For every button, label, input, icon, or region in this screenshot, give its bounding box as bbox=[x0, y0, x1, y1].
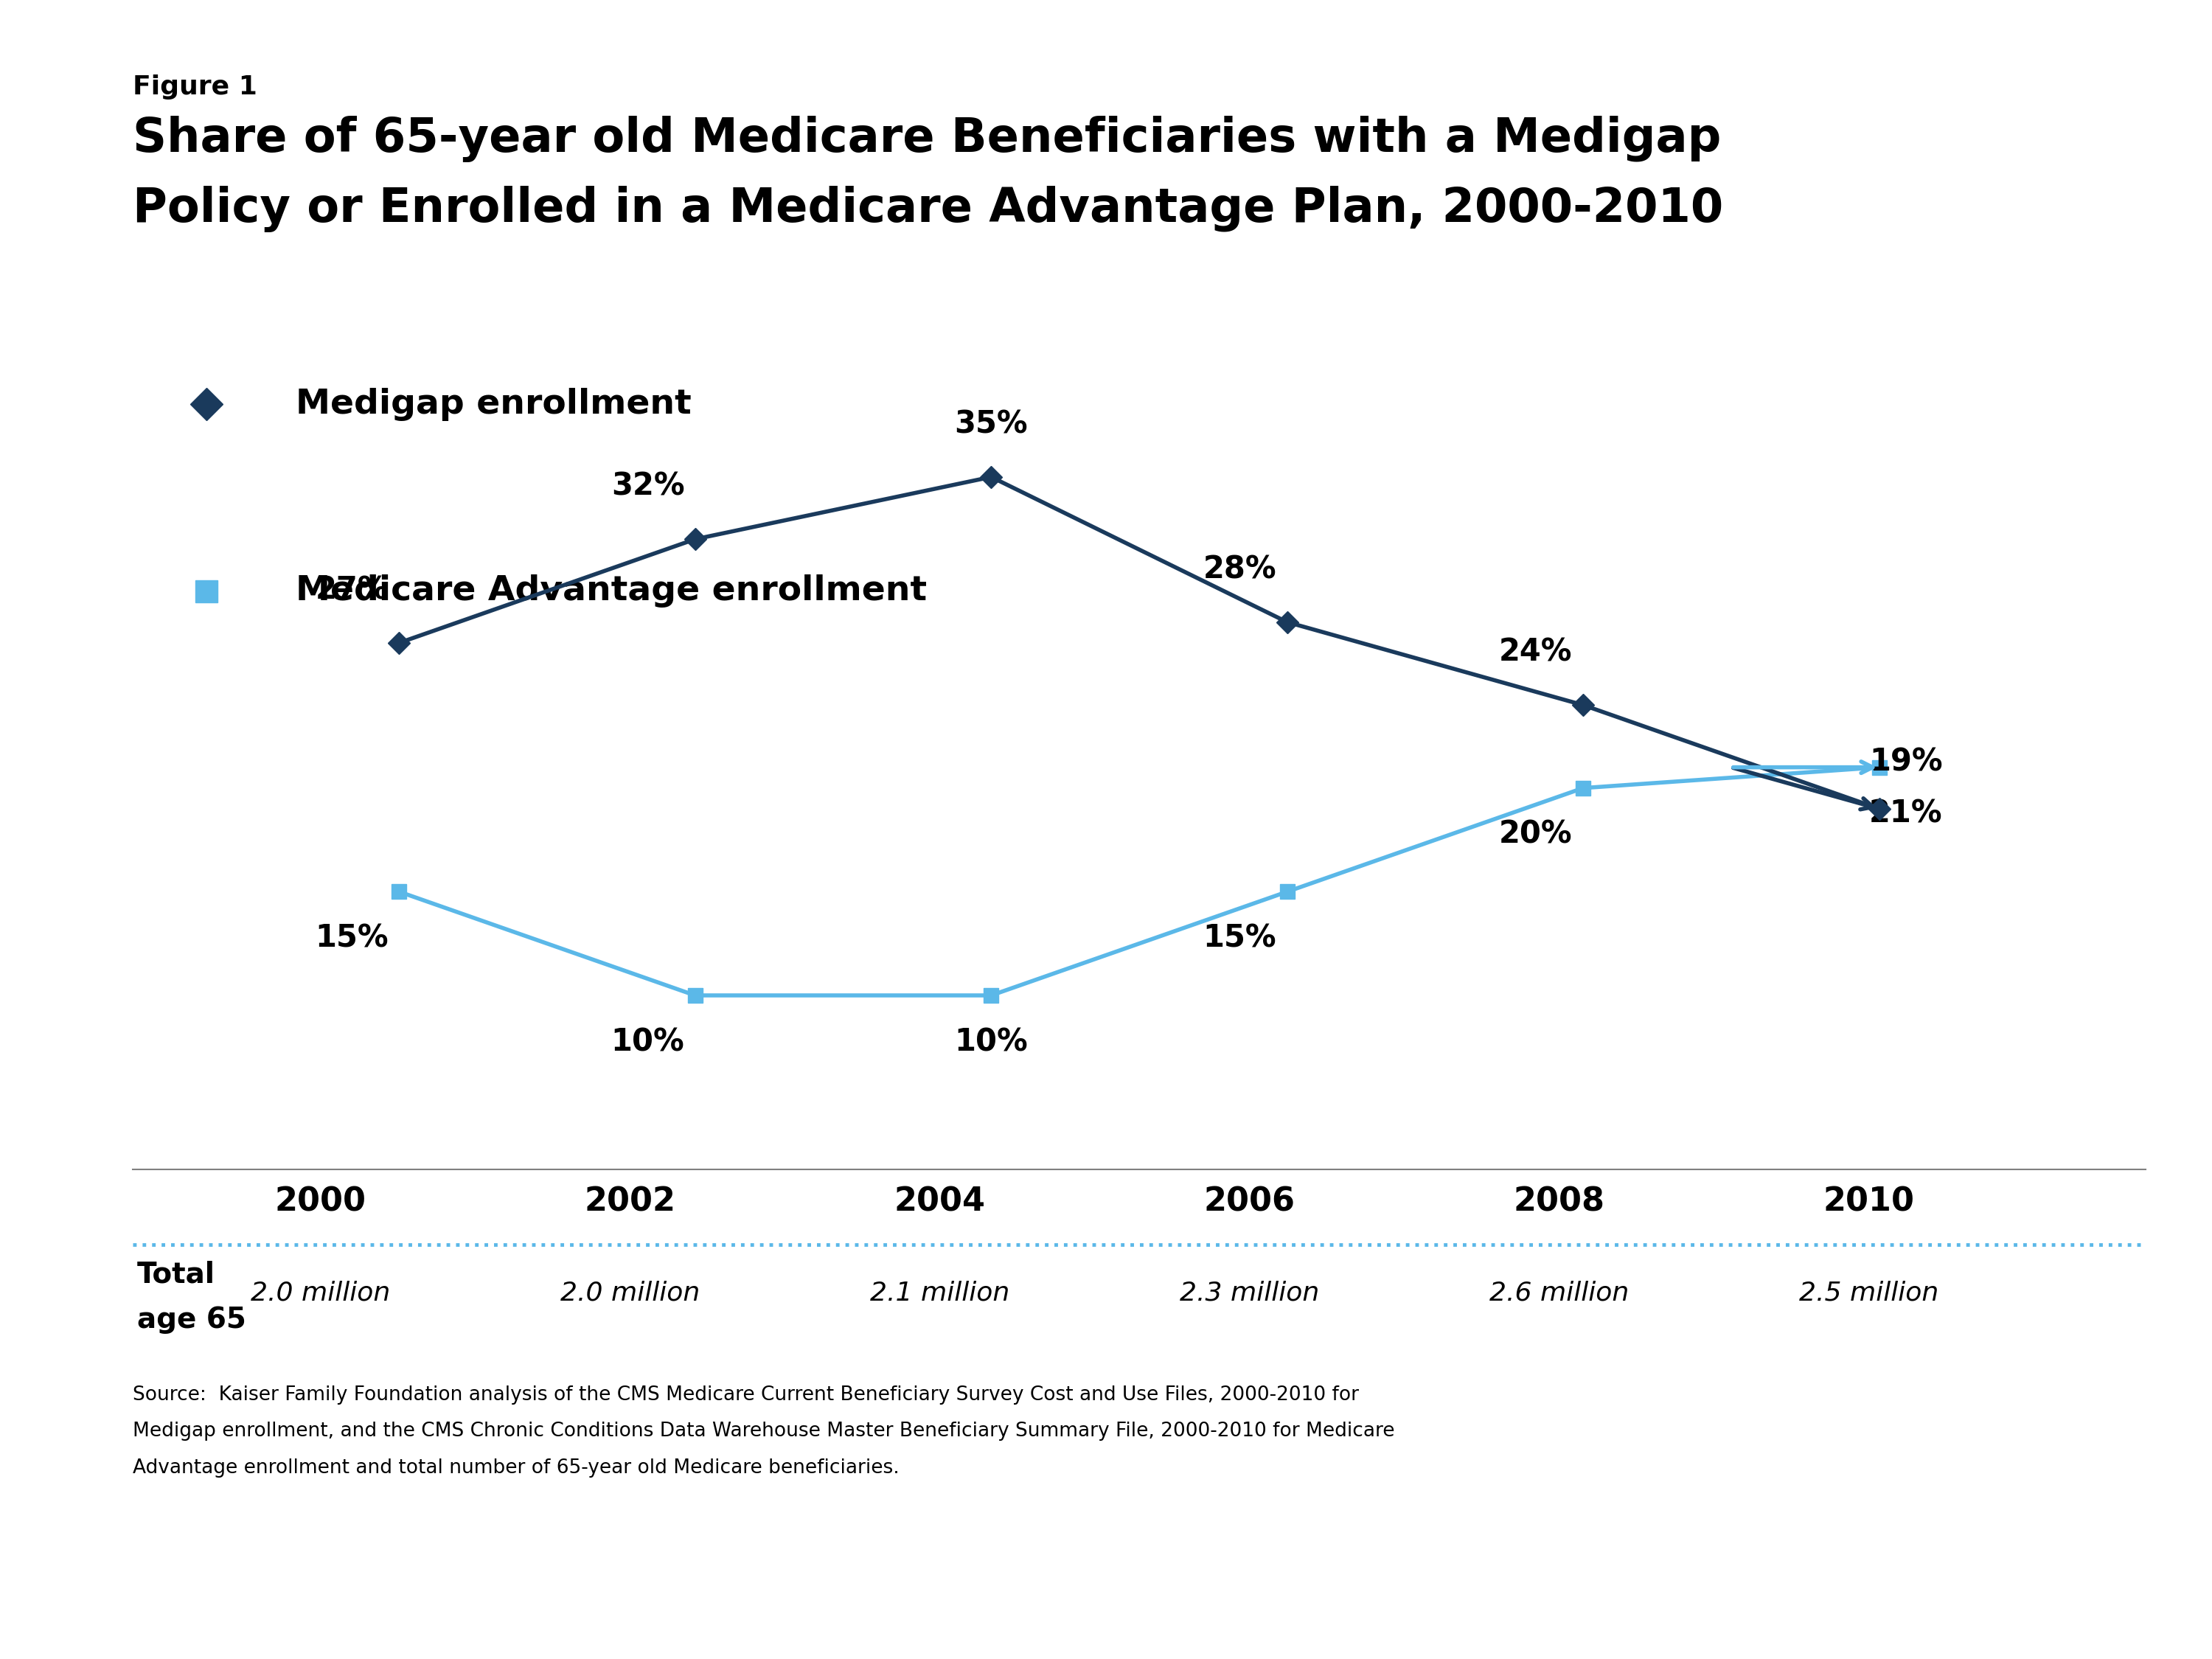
Text: Policy or Enrolled in a Medicare Advantage Plan, 2000-2010: Policy or Enrolled in a Medicare Advanta… bbox=[133, 186, 1723, 232]
Text: 2.6 million: 2.6 million bbox=[1489, 1281, 1630, 1306]
Text: 2.1 million: 2.1 million bbox=[869, 1281, 1011, 1306]
Text: Advantage enrollment and total number of 65-year old Medicare beneficiaries.: Advantage enrollment and total number of… bbox=[133, 1458, 900, 1478]
Text: 2.3 million: 2.3 million bbox=[1179, 1281, 1321, 1306]
Text: FOUNDATION: FOUNDATION bbox=[1993, 1576, 2064, 1588]
Text: 2010: 2010 bbox=[1823, 1186, 1916, 1218]
Text: 2.0 million: 2.0 million bbox=[560, 1281, 701, 1306]
Text: 15%: 15% bbox=[314, 922, 389, 954]
Text: Medigap enrollment: Medigap enrollment bbox=[296, 388, 692, 421]
Text: THE HENRY J.: THE HENRY J. bbox=[1993, 1412, 2064, 1423]
Text: 28%: 28% bbox=[1203, 554, 1276, 584]
Text: 32%: 32% bbox=[611, 471, 684, 501]
Text: 10%: 10% bbox=[953, 1027, 1029, 1057]
Text: 2004: 2004 bbox=[894, 1186, 987, 1218]
Text: Figure 1: Figure 1 bbox=[133, 75, 257, 100]
Text: 15%: 15% bbox=[1203, 922, 1276, 954]
Text: age 65: age 65 bbox=[137, 1306, 246, 1334]
Text: 2.0 million: 2.0 million bbox=[250, 1281, 392, 1306]
Text: Source:  Kaiser Family Foundation analysis of the CMS Medicare Current Beneficia: Source: Kaiser Family Foundation analysi… bbox=[133, 1385, 1358, 1405]
Text: 27%: 27% bbox=[314, 574, 389, 606]
Text: 2006: 2006 bbox=[1203, 1186, 1296, 1218]
Text: 2002: 2002 bbox=[584, 1186, 677, 1218]
Text: 35%: 35% bbox=[953, 408, 1029, 440]
Text: 20%: 20% bbox=[1500, 820, 1573, 849]
Text: 2000: 2000 bbox=[274, 1186, 367, 1218]
Text: Medicare Advantage enrollment: Medicare Advantage enrollment bbox=[296, 574, 927, 607]
Text: 10%: 10% bbox=[611, 1027, 684, 1057]
Text: Medigap enrollment, and the CMS Chronic Conditions Data Warehouse Master Benefic: Medigap enrollment, and the CMS Chronic … bbox=[133, 1422, 1394, 1442]
Text: FAMILY: FAMILY bbox=[1984, 1513, 2073, 1535]
Text: 2.5 million: 2.5 million bbox=[1798, 1281, 1940, 1306]
Text: 2008: 2008 bbox=[1513, 1186, 1606, 1218]
Text: KAISER: KAISER bbox=[1982, 1460, 2075, 1481]
Text: Share of 65-year old Medicare Beneficiaries with a Medigap: Share of 65-year old Medicare Beneficiar… bbox=[133, 116, 1721, 163]
Text: 21%: 21% bbox=[1869, 798, 1942, 830]
Text: Total: Total bbox=[137, 1261, 215, 1289]
Text: 19%: 19% bbox=[1869, 747, 1942, 778]
Text: 24%: 24% bbox=[1500, 637, 1573, 667]
